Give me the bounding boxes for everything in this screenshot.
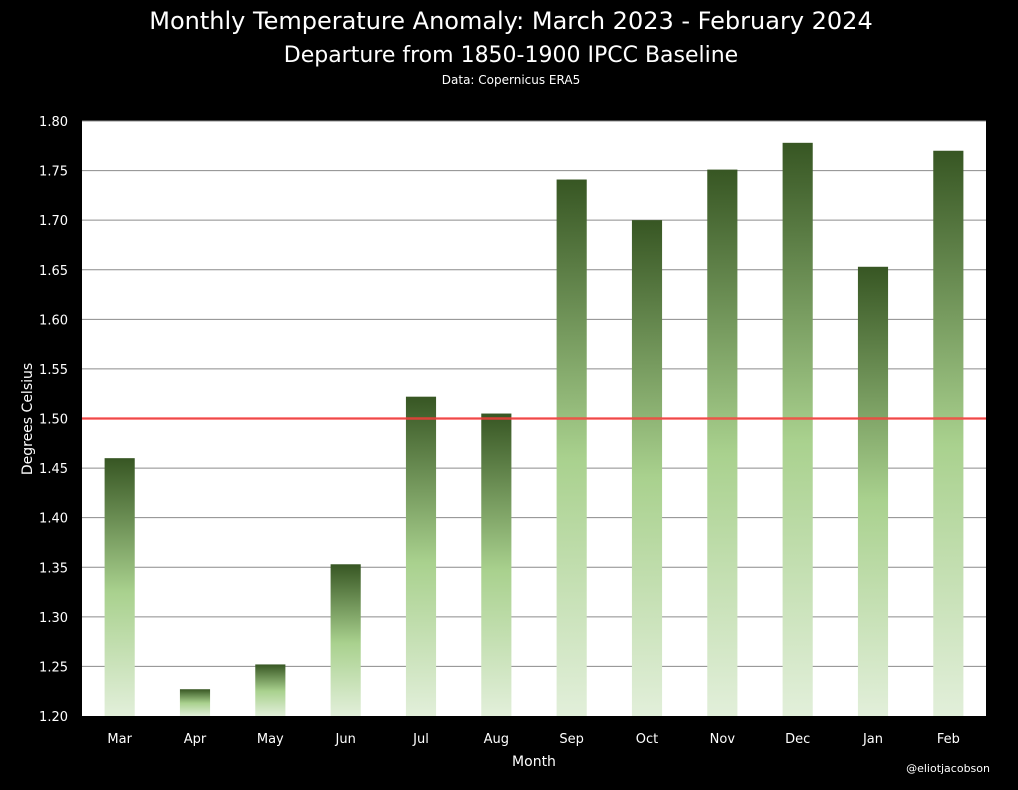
y-tick-label: 1.40	[39, 512, 68, 527]
bar-may	[255, 664, 286, 716]
bar-mar	[104, 458, 135, 716]
bars	[104, 142, 964, 717]
bar-feb	[933, 150, 964, 716]
y-tick-label: 1.45	[39, 462, 68, 477]
credit-text: @eliotjacobson	[906, 762, 990, 775]
x-tick-label: Jun	[335, 732, 356, 747]
y-tick-label: 1.80	[39, 115, 68, 130]
bar-aug	[481, 413, 512, 716]
bar-apr	[179, 689, 211, 716]
bar-jan	[857, 266, 889, 716]
x-tick-label: Feb	[937, 732, 960, 747]
y-tick-label: 1.20	[39, 710, 68, 725]
bar-nov	[707, 169, 738, 716]
x-tick-label: Aug	[484, 732, 509, 747]
x-axis-title: Month	[512, 754, 556, 770]
x-tick-label: May	[257, 732, 284, 747]
chart-subtitle: Departure from 1850-1900 IPCC Baseline	[284, 43, 738, 68]
x-tick-label: Mar	[107, 732, 132, 747]
y-tick-label: 1.65	[39, 264, 68, 279]
y-tick-label: 1.25	[39, 660, 68, 675]
bar-jul	[405, 396, 437, 716]
y-tick-label: 1.60	[39, 313, 68, 328]
y-tick-label: 1.75	[39, 165, 68, 180]
chart-title: Monthly Temperature Anomaly: March 2023 …	[149, 7, 872, 35]
x-tick-label: Oct	[636, 732, 658, 747]
x-tick-label: Dec	[785, 732, 810, 747]
chart-source: Data: Copernicus ERA5	[442, 73, 580, 87]
y-tick-label: 1.30	[39, 611, 68, 626]
y-axis-title: Degrees Celsius	[20, 363, 36, 475]
bar-sep	[556, 179, 587, 717]
y-tick-label: 1.55	[39, 363, 68, 378]
x-tick-label: Jan	[862, 732, 883, 747]
y-axis-ticks: 1.20 1.25 1.30 1.35 1.40 1.45 1.50 1.55 1.60 1.65…	[39, 115, 68, 725]
x-axis-ticks: Mar Apr May Jun Jul Aug Sep Oct Nov Dec Jan Feb	[107, 732, 959, 747]
x-tick-label: Sep	[559, 732, 584, 747]
bar-jun	[330, 564, 361, 716]
y-tick-label: 1.70	[39, 214, 68, 229]
x-tick-label: Nov	[710, 732, 736, 747]
gridlines	[82, 120, 986, 667]
y-tick-label: 1.50	[39, 413, 68, 428]
x-tick-label: Apr	[184, 732, 207, 747]
x-tick-label: Jul	[412, 732, 429, 747]
bar-oct	[631, 220, 663, 716]
bar-dec	[782, 142, 813, 717]
y-tick-label: 1.35	[39, 561, 68, 576]
